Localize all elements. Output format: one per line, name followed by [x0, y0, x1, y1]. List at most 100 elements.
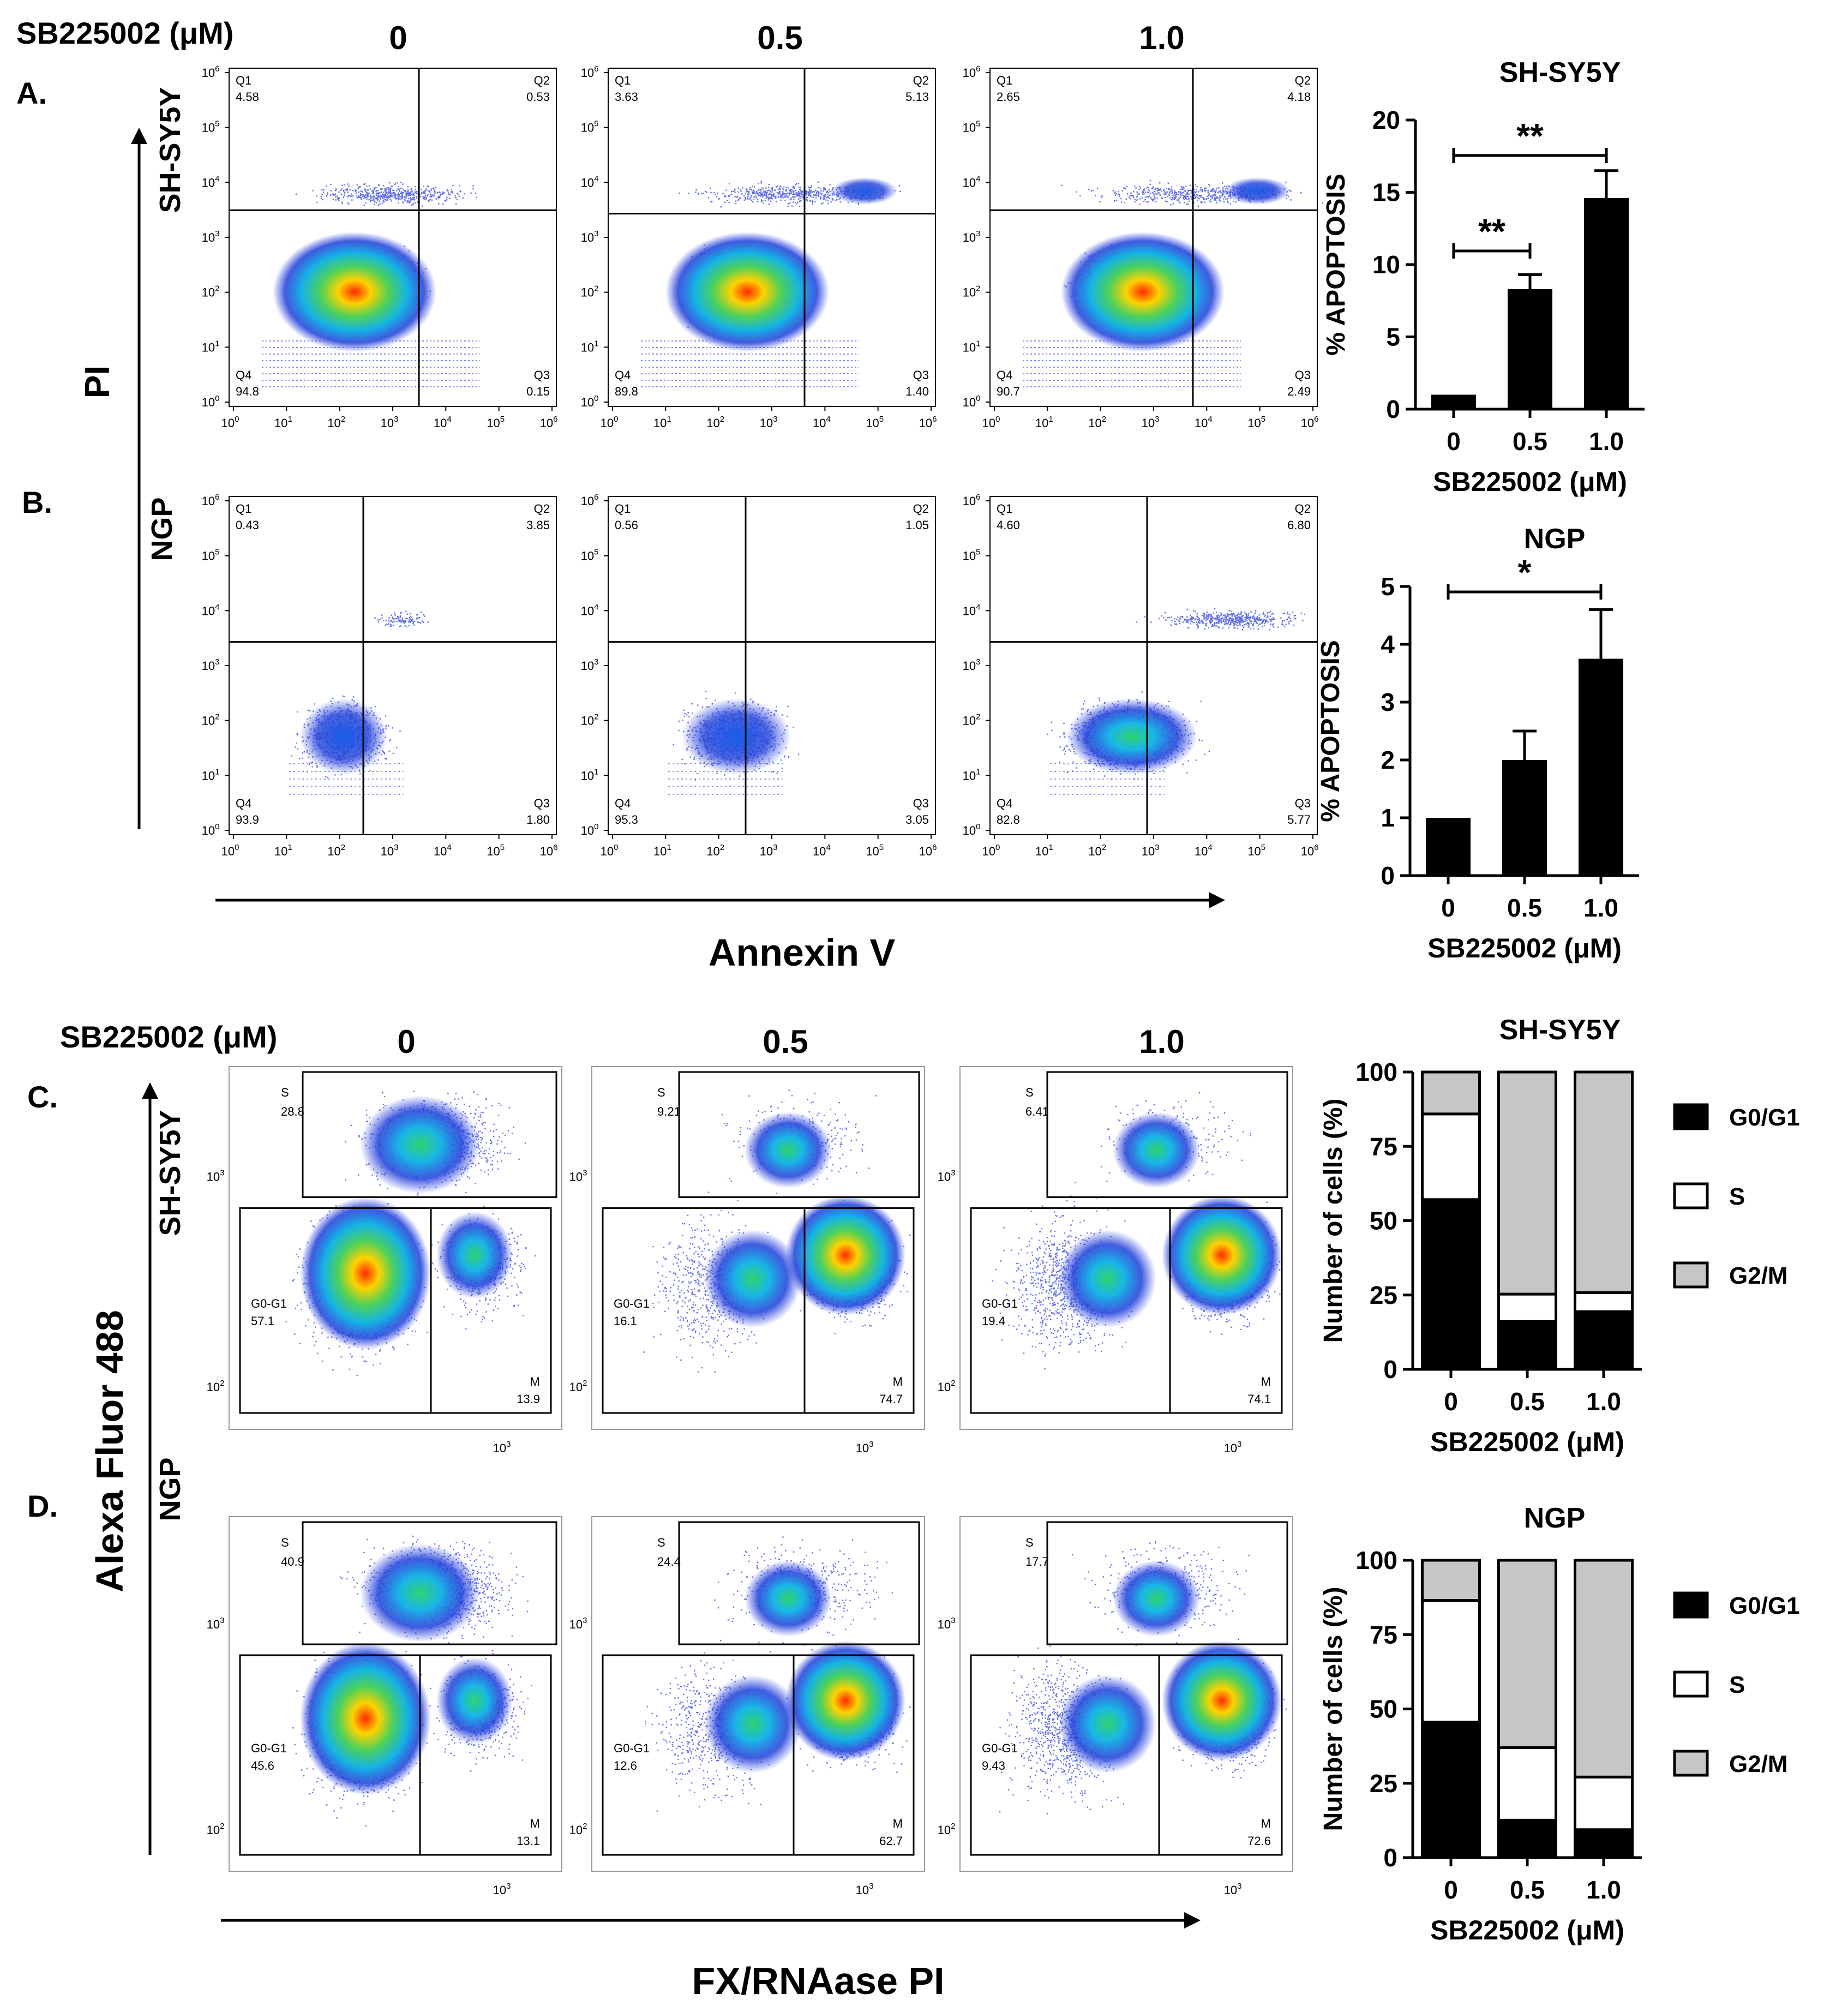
x-tick-label: 105 [866, 843, 884, 858]
x-axis-label: SB225002 (μM) [1427, 933, 1622, 963]
y-tick-label: 101 [963, 767, 981, 782]
y-tick-label: 4 [1381, 630, 1395, 658]
y-tick-label: 101 [581, 339, 599, 354]
M-gate-label: M [530, 1817, 540, 1830]
G0-G1-gate-label: G0-G1 [982, 1297, 1018, 1310]
S-gate [302, 1071, 557, 1198]
S-density [745, 1112, 832, 1188]
q3-value: 5.77 [1287, 813, 1311, 827]
q1-label: Q1 [997, 502, 1012, 516]
stacked-bar-segment [1497, 1559, 1557, 1749]
pi-axis-label: PI [77, 366, 117, 398]
x-tick-label: 106 [1301, 415, 1319, 430]
y-tick-label: 101 [202, 767, 220, 782]
q1-label: Q1 [236, 74, 251, 87]
legend-label: S [1729, 1183, 1745, 1210]
q2-label: Q2 [1295, 74, 1311, 87]
x-tick-label: 101 [1035, 843, 1053, 858]
y-tick-label: 3 [1381, 688, 1395, 716]
bar [1502, 760, 1547, 876]
stacked-bar-segment [1497, 1746, 1557, 1822]
top-dose-0-5: 0.5 [757, 20, 802, 56]
stacked-bar-segment [1421, 1112, 1481, 1201]
q3-label: Q3 [534, 797, 550, 810]
x-tick-label: 101 [274, 843, 292, 858]
x-axis-label: SB225002 (μM) [1430, 1427, 1624, 1457]
G0-G1-gate-label: G0-G1 [614, 1741, 650, 1755]
x-tick-label: 103 [381, 415, 399, 430]
S-gate-value: 6.41 [1025, 1105, 1049, 1118]
q3-value: 2.49 [1287, 385, 1311, 398]
q3-value: 0.15 [526, 385, 550, 398]
x-tick-label: 102 [1088, 843, 1106, 858]
y-tick-label: 100 [581, 394, 599, 409]
bar-chart-1: SH-SY5Y 0 5 10 15 20 0 0.5 1.0 SB225002 (μM) % APO… [1322, 57, 1645, 497]
y-tick-label: 101 [202, 339, 220, 354]
x-axis-label: SB225002 (μM) [1430, 1915, 1624, 1945]
y-tick-label: 20 [1372, 106, 1400, 134]
legend-label: S [1729, 1672, 1745, 1698]
y-tick-label: 102 [938, 1822, 956, 1837]
alexa-axis-label: Alexa Fluor 488 [88, 1310, 131, 1592]
q1-value: 0.43 [236, 518, 259, 532]
q4-label: Q4 [997, 797, 1012, 810]
q4-value: 82.8 [997, 813, 1020, 827]
q2-value: 6.80 [1287, 518, 1311, 532]
S-density [1113, 1560, 1200, 1637]
S-phase-population [345, 1091, 526, 1196]
y-tick-label: 104 [581, 174, 599, 189]
G0-G1-population [643, 1200, 775, 1373]
x-tick-label: 102 [706, 415, 724, 430]
stacked-bar-segment [1574, 1828, 1634, 1859]
x-tick-label: 103 [493, 1882, 511, 1897]
y-tick-label: 103 [581, 229, 599, 244]
y-tick-label: 0 [1381, 861, 1395, 890]
x-tick-label: 0.5 [1510, 1876, 1545, 1904]
G2-M-density [785, 1640, 905, 1761]
bottom-dose-label: SB225002 (μM) [60, 1020, 277, 1054]
q4-label: Q4 [236, 368, 251, 382]
x-tick-label: 100 [221, 415, 239, 430]
annexin-pi-plot: 100 101 102 103 104 105 106 100 101 102 103 104 105 1… [963, 64, 1323, 430]
y-tick-label: 106 [202, 64, 220, 80]
section-c-label: C. [27, 1080, 58, 1114]
q1-value: 3.63 [615, 90, 638, 104]
row-label-shsy5y-top: SH-SY5Y [154, 87, 187, 213]
S-gate-label: S [657, 1086, 665, 1099]
M-gate-value: 13.1 [517, 1834, 540, 1848]
legend-swatch [1673, 1261, 1709, 1289]
q1-label: Q1 [615, 74, 631, 87]
q1-value: 2.65 [997, 90, 1020, 104]
bar [1426, 818, 1471, 876]
q4-label: Q4 [997, 368, 1012, 382]
q2-value: 3.85 [526, 518, 550, 532]
G0-G1-population [994, 1645, 1141, 1815]
y-tick-label: 25 [1370, 1281, 1397, 1309]
x-tick-label: 106 [919, 843, 937, 858]
x-axis-label: SB225002 (μM) [1433, 466, 1627, 497]
y-tick-label: 104 [202, 602, 220, 618]
x-tick-label: 101 [653, 843, 671, 858]
y-tick-label: 100 [963, 394, 981, 409]
y-tick-label: 105 [202, 119, 220, 135]
late-apoptotic-core [1225, 177, 1290, 205]
legend-swatch [1673, 1750, 1709, 1777]
M-gate-label: M [1261, 1375, 1271, 1388]
apoptosis-flow-panels: 100 101 102 103 104 105 106 100 101 102 103 104 105 1… [202, 64, 1323, 858]
y-tick-label: 102 [963, 712, 981, 728]
G0-G1-density [704, 1230, 802, 1328]
y-tick-label: 103 [569, 1616, 587, 1631]
x-tick-label: 104 [813, 415, 831, 430]
annexin-pi-plot: 100 101 102 103 104 105 106 100 101 102 103 104 105 1… [202, 64, 558, 430]
G0-G1-gate-value: 12.6 [614, 1759, 637, 1773]
annexin-pi-plot: 100 101 102 103 104 105 106 100 101 102 103 104 105 1… [963, 493, 1319, 858]
x-tick-label: 104 [434, 415, 452, 430]
x-tick-label: 102 [706, 843, 724, 858]
y-axis-label: Number of cells (%) [1319, 1586, 1348, 1831]
legend-swatch [1673, 1103, 1709, 1130]
stacked-bar-segment [1574, 1070, 1634, 1294]
row-label-ngp-bottom: NGP [154, 1457, 187, 1521]
y-tick-label: 101 [581, 767, 599, 782]
